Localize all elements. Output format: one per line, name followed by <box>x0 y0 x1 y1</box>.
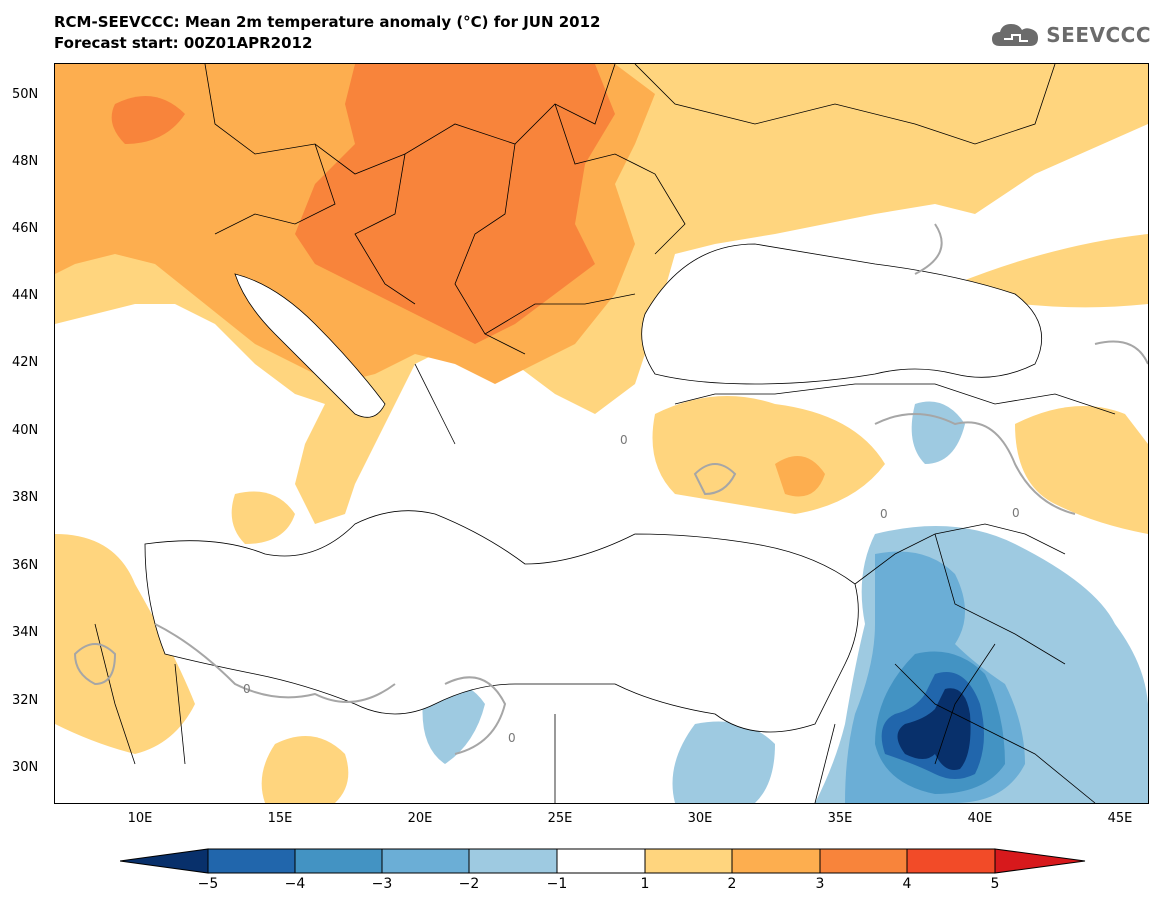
colorbar-segment <box>644 848 733 874</box>
border-line <box>214 143 336 235</box>
contour-line <box>874 413 1076 515</box>
colorbar-segment <box>994 848 1086 874</box>
lat-label: 32N <box>12 693 39 708</box>
border-line <box>934 643 996 765</box>
title-line-1: RCM-SEEVCCC: Mean 2m temperature anomaly… <box>54 13 601 31</box>
colorbar-svg <box>120 848 1086 874</box>
chart-title: RCM-SEEVCCC: Mean 2m temperature anomaly… <box>54 12 601 54</box>
lat-label: 34N <box>12 625 39 640</box>
border-line <box>554 103 686 255</box>
colorbar-label: −2 <box>458 876 480 892</box>
border-line <box>634 64 1056 145</box>
colorbar-segment <box>381 848 470 874</box>
zero-contours <box>73 223 1148 755</box>
anomaly-map: 0 0 0 0 0 <box>54 63 1149 804</box>
lon-label: 45E <box>1107 811 1133 826</box>
anomaly-area-1-2 <box>955 234 1148 308</box>
border-line <box>814 723 836 803</box>
colorbar-label: −1 <box>546 876 568 892</box>
anomaly-area-1-2 <box>652 396 885 514</box>
border-line <box>674 383 1116 415</box>
cloud-icon <box>990 20 1042 50</box>
colorbar-segment <box>294 848 383 874</box>
colorbar-segment <box>120 848 209 874</box>
colorbar-segment <box>556 848 646 874</box>
lon-label: 25E <box>547 811 573 826</box>
border-line <box>174 663 186 765</box>
contour-line <box>693 463 737 496</box>
anomaly-area-2-3 <box>775 456 825 497</box>
adriatic-sea <box>234 273 386 418</box>
country-borders <box>94 64 1116 803</box>
contour-line <box>444 676 507 755</box>
border-line <box>454 143 526 355</box>
contour-line <box>914 223 943 275</box>
title-line-2: Forecast start: 00Z01APR2012 <box>54 34 313 52</box>
colorbar-label: 3 <box>815 876 825 892</box>
lat-label: 36N <box>12 558 39 573</box>
contour-line <box>1094 340 1148 365</box>
colorbar-label: 2 <box>727 876 737 892</box>
contour-line <box>73 643 117 686</box>
contour-label: 0 <box>620 433 628 447</box>
colorbar <box>120 848 1086 874</box>
lon-label: 10E <box>127 811 153 826</box>
colorbar-label: 4 <box>902 876 912 892</box>
colorbar-segment <box>906 848 996 874</box>
lat-label: 30N <box>12 760 39 775</box>
lat-label: 48N <box>12 154 39 169</box>
logo-text: SEEVCCC <box>1046 23 1151 47</box>
colorbar-label: −4 <box>284 876 306 892</box>
border-line <box>854 523 1066 585</box>
lon-label: 20E <box>407 811 433 826</box>
colorbar-segment <box>468 848 558 874</box>
seevccc-logo: SEEVCCC <box>990 20 1151 50</box>
colorbar-segment <box>819 848 908 874</box>
lat-label: 38N <box>12 490 39 505</box>
contour-label: 0 <box>508 731 516 745</box>
anomaly-area-1-2 <box>261 736 349 803</box>
border-line <box>894 663 1096 803</box>
anomaly-area-1-2 <box>1015 406 1148 534</box>
anomaly-area-1-2 <box>231 491 295 544</box>
lat-label: 50N <box>12 87 39 102</box>
anomaly-area-3-4 <box>111 96 185 144</box>
anomaly-area-neg1-neg2 <box>911 401 965 464</box>
anomaly-area-neg1-neg2 <box>672 721 775 803</box>
mediterranean-sea <box>144 510 859 733</box>
colorbar-label: −3 <box>371 876 393 892</box>
contour-label: 0 <box>1012 506 1020 520</box>
colorbar-segment <box>731 848 821 874</box>
border-line <box>484 293 636 335</box>
lon-label: 35E <box>827 811 853 826</box>
anomaly-area-below-neg5 <box>897 688 971 770</box>
lat-label: 40N <box>12 423 39 438</box>
lat-label: 46N <box>12 221 39 236</box>
lon-label: 15E <box>267 811 293 826</box>
border-line <box>934 533 1066 665</box>
lat-label: 42N <box>12 355 39 370</box>
border-line <box>414 363 456 445</box>
contour-label: 0 <box>243 682 251 696</box>
colorbar-label: 5 <box>990 876 1000 892</box>
lon-label: 40E <box>967 811 993 826</box>
lon-label: 30E <box>687 811 713 826</box>
anomaly-area-3-4 <box>295 64 615 344</box>
lat-label: 44N <box>12 288 39 303</box>
contour-line <box>154 623 396 703</box>
border-line <box>354 153 416 305</box>
colorbar-label: −5 <box>197 876 219 892</box>
map-canvas: 0 0 0 0 0 <box>55 64 1148 803</box>
colorbar-label: 1 <box>640 876 650 892</box>
colorbar-segment <box>207 848 296 874</box>
anomaly-area-1-2 <box>55 534 195 754</box>
contour-label: 0 <box>880 507 888 521</box>
black-sea <box>641 243 1042 385</box>
border-line <box>94 623 136 765</box>
